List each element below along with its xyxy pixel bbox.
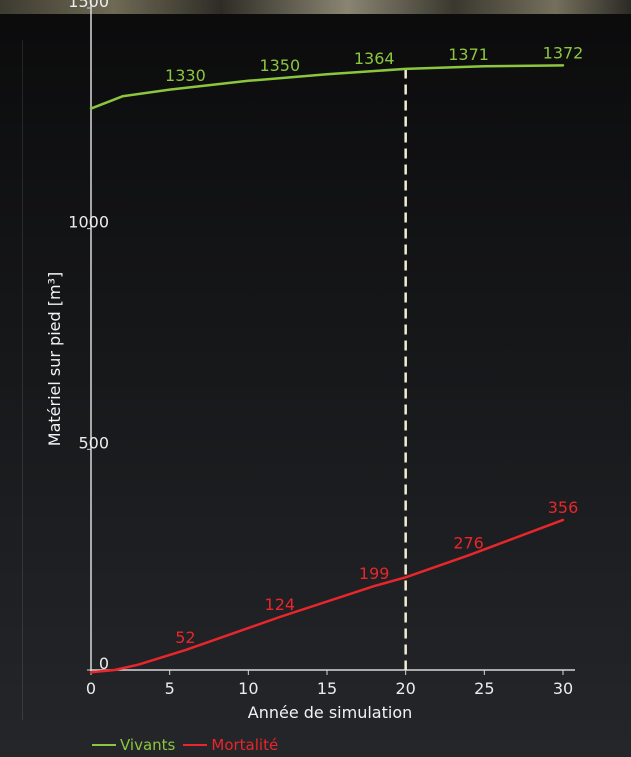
series-line-mortalite: [89, 518, 565, 674]
ticks: 0 5 10 15 20 25 30 0 500 1000 1500: [68, 0, 573, 698]
data-label: 1364: [354, 49, 395, 68]
x-tick-label: 10: [238, 679, 258, 698]
series-line-vivants: [89, 64, 565, 110]
data-label: 124: [265, 595, 296, 614]
legend-label-vivants: Vivants: [120, 736, 176, 754]
data-label: 199: [359, 564, 390, 583]
series-layer: [89, 64, 565, 674]
left-decorative-rule: [22, 40, 23, 720]
background-photo-strip: [0, 0, 631, 14]
data-label: 1371: [448, 45, 489, 64]
legend-label-mortalite: Mortalité: [211, 736, 279, 754]
data-labels: 1330 1350 1364 1371 1372 52 124 199 276 356: [165, 43, 583, 647]
x-tick-label: 5: [165, 679, 175, 698]
data-label: 1372: [543, 43, 584, 62]
data-label: 1350: [259, 56, 300, 75]
x-tick-label: 30: [553, 679, 573, 698]
legend: Vivants Mortalité: [92, 736, 286, 754]
x-tick-label: 20: [395, 679, 415, 698]
x-tick-label: 25: [474, 679, 494, 698]
y-tick-label: 1500: [68, 0, 109, 11]
data-label: 1330: [165, 66, 206, 85]
x-tick-label: 0: [86, 679, 96, 698]
data-label: 276: [453, 533, 484, 552]
y-tick-label: 0: [99, 654, 109, 673]
y-tick-label: 500: [78, 433, 109, 452]
y-axis-title: Matériel sur pied [m³]: [45, 272, 64, 446]
y-tick-label: 1000: [68, 213, 109, 232]
data-label: 356: [548, 498, 579, 517]
x-tick-label: 15: [317, 679, 337, 698]
x-axis-title: Année de simulation: [248, 703, 413, 722]
legend-swatch-vivants: [92, 744, 116, 746]
legend-swatch-mortalite: [183, 744, 208, 746]
data-label: 52: [175, 628, 195, 647]
axes: [90, 0, 575, 671]
